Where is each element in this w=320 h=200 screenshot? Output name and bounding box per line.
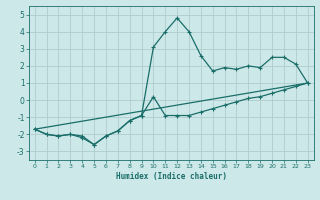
X-axis label: Humidex (Indice chaleur): Humidex (Indice chaleur) (116, 172, 227, 181)
